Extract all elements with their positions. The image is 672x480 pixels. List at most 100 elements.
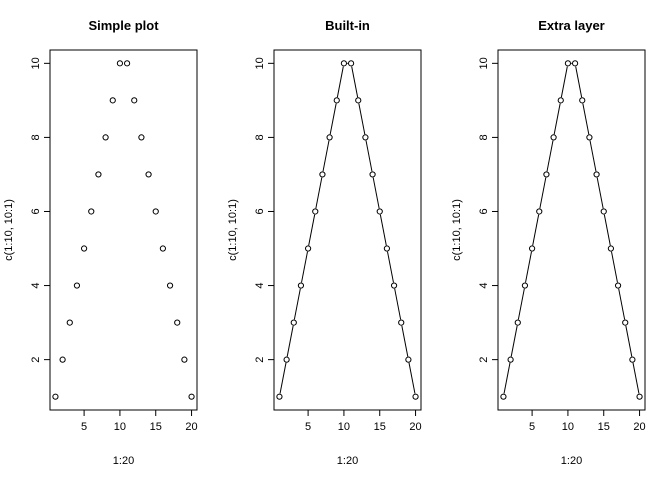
- data-point: [116, 60, 124, 67]
- series-line-segment: [315, 177, 323, 209]
- data-point: [312, 208, 319, 215]
- data-point: [607, 245, 615, 252]
- data-point: [390, 282, 398, 289]
- y-axis-label: c(1:10, 10:1): [227, 199, 239, 261]
- y-tick-label: 4: [254, 282, 266, 288]
- series-line-segment: [372, 177, 380, 209]
- data-point: [369, 171, 376, 178]
- series-line-segment: [560, 66, 568, 98]
- data-point: [614, 282, 622, 289]
- series-line-segment: [401, 325, 409, 357]
- series-line-segment: [582, 103, 590, 135]
- series-line-segment: [293, 288, 301, 320]
- data-point: [622, 319, 629, 326]
- x-tick-label: 20: [185, 421, 197, 433]
- plot-frame: [273, 49, 422, 411]
- data-point: [166, 282, 174, 289]
- x-axis-label: 1:20: [113, 455, 134, 467]
- series-line-segment: [379, 214, 387, 246]
- data-point: [521, 282, 529, 289]
- data-point: [80, 245, 88, 252]
- data-point: [123, 60, 131, 67]
- data-point: [355, 97, 362, 104]
- data-point: [304, 245, 312, 252]
- data-point: [159, 245, 167, 252]
- data-point: [412, 393, 419, 400]
- series-line-segment: [618, 288, 626, 320]
- data-point: [528, 245, 536, 252]
- series-line-segment: [365, 140, 373, 172]
- series-line-segment: [603, 214, 611, 246]
- data-point: [319, 171, 326, 178]
- data-point: [174, 319, 181, 326]
- data-point: [95, 171, 102, 178]
- panel-built-in: Built-in 1:20 c(1:10, 10:1) 5 10 15 20 2 4 6 8 1…: [227, 18, 422, 467]
- y-axis-label: c(1:10, 10:1): [3, 199, 15, 261]
- data-point: [636, 393, 643, 400]
- series-line-segment: [358, 103, 366, 135]
- x-tick-label: 15: [598, 421, 610, 433]
- plot-frame: [497, 49, 646, 411]
- data-point: [514, 319, 521, 326]
- data-point: [586, 134, 593, 141]
- y-tick-label: 8: [254, 134, 266, 140]
- y-tick-label: 10: [254, 57, 266, 69]
- y-tick-label: 6: [254, 208, 266, 214]
- data-point: [66, 319, 73, 326]
- y-tick-label: 4: [478, 282, 490, 288]
- x-tick-label: 5: [305, 421, 311, 433]
- x-tick-label: 5: [81, 421, 87, 433]
- y-tick-label: 6: [30, 208, 42, 214]
- data-point: [73, 282, 81, 289]
- series-line-segment: [632, 362, 640, 394]
- series-line-segment: [394, 288, 402, 320]
- data-point: [600, 208, 607, 215]
- data-point: [333, 97, 340, 104]
- data-point: [536, 208, 543, 215]
- data-point: [543, 171, 550, 178]
- y-tick-label: 10: [30, 57, 42, 69]
- series-line-segment: [336, 66, 344, 98]
- series-line-segment: [279, 362, 287, 394]
- x-tick-label: 20: [633, 421, 645, 433]
- x-tick-label: 20: [409, 421, 421, 433]
- chart-title: Built-in: [325, 18, 370, 33]
- data-point: [109, 97, 116, 104]
- series-line-segment: [329, 103, 337, 135]
- data-point: [52, 393, 59, 400]
- y-tick-label: 8: [30, 134, 42, 140]
- data-point: [297, 282, 305, 289]
- y-tick-label: 2: [254, 357, 266, 363]
- data-point: [340, 60, 348, 67]
- data-point: [629, 356, 636, 363]
- series-line-segment: [503, 362, 511, 394]
- series-line-segment: [589, 140, 597, 172]
- x-tick-label: 10: [114, 421, 126, 433]
- panel-simple-plot: Simple plot 1:20 c(1:10, 10:1) 5 10 15 20 2 4…: [3, 18, 198, 467]
- data-point: [283, 356, 290, 363]
- data-point: [152, 208, 159, 215]
- plot-frame: [49, 49, 198, 411]
- x-tick-label: 5: [529, 421, 535, 433]
- data-point: [276, 393, 283, 400]
- y-axis-label: c(1:10, 10:1): [451, 199, 463, 261]
- data-point: [145, 171, 152, 178]
- chart-title: Extra layer: [538, 18, 605, 33]
- series-line-segment: [301, 251, 308, 283]
- x-tick-label: 10: [562, 421, 574, 433]
- series-line-segment: [408, 362, 416, 394]
- data-point: [398, 319, 405, 326]
- series-line-segment: [596, 177, 604, 209]
- data-point: [507, 356, 514, 363]
- y-tick-label: 4: [30, 282, 42, 288]
- x-tick-label: 10: [338, 421, 350, 433]
- x-tick-label: 15: [150, 421, 162, 433]
- data-point: [138, 134, 145, 141]
- chart-title: Simple plot: [88, 18, 159, 33]
- series-line-segment: [546, 140, 554, 172]
- data-point: [362, 134, 369, 141]
- series-line-segment: [553, 103, 561, 135]
- series-line-segment: [286, 325, 294, 357]
- x-tick-label: 15: [374, 421, 386, 433]
